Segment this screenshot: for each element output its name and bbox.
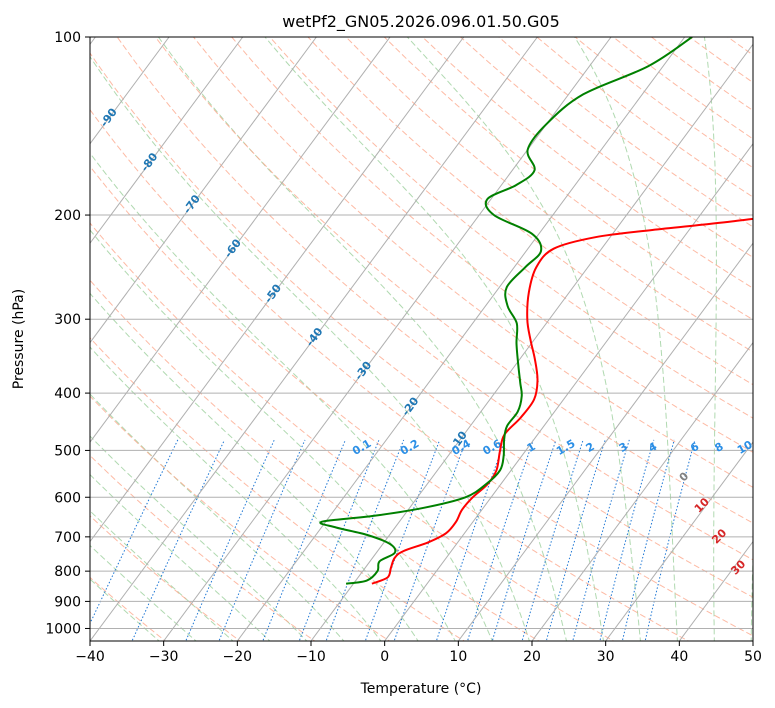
- isotherm: [90, 37, 538, 641]
- x-tick-label: 0: [380, 649, 389, 665]
- moist-adiabat: [90, 544, 197, 641]
- mixing-ratio-line: [521, 439, 584, 641]
- y-tick-label: 700: [54, 530, 81, 546]
- mixing-ratio-line: [435, 439, 506, 641]
- mixing-ratio-line: [599, 439, 655, 641]
- y-tick-label: 300: [54, 312, 81, 328]
- moist-adiabat: [157, 37, 568, 641]
- x-axis: −40 −30 −20 −10 0 10 20 30 40 50: [75, 641, 762, 665]
- isotherm: [605, 441, 753, 641]
- y-tick-label: 600: [54, 490, 81, 506]
- dry-adiabat: [307, 37, 753, 386]
- y-tick-label: 100: [54, 30, 81, 46]
- dry-adiabat: [116, 37, 753, 561]
- dry-adiabat: [345, 37, 753, 353]
- moist-adiabat: [90, 292, 419, 641]
- isotherm: [90, 37, 244, 245]
- plot-frame: [89, 36, 754, 642]
- dry-adiabat: [193, 37, 753, 488]
- moist-adiabat: [264, 37, 605, 641]
- moist-adiabat: [90, 393, 345, 641]
- dry-adiabat: [269, 37, 753, 419]
- moist-adiabats: [90, 37, 753, 641]
- dry-adiabat: [90, 279, 540, 641]
- x-tick-label: −30: [149, 649, 179, 665]
- moist-adiabat: [574, 37, 678, 641]
- moist-adiabat: [406, 37, 642, 641]
- mixing-ratio-line: [545, 439, 606, 641]
- mixing-ratio-line: [621, 439, 675, 641]
- dry-adiabat: [155, 37, 753, 524]
- profile-series: [319, 37, 753, 585]
- mixing-ratio-line: [644, 439, 696, 641]
- isotherm-label: -100: [55, 57, 82, 87]
- mixing-ratio-line: [491, 439, 557, 641]
- isotherm: [457, 242, 753, 641]
- x-tick-label: 30: [597, 649, 615, 665]
- x-tick-label: 50: [744, 649, 762, 665]
- mixing-ratio-line: [262, 439, 346, 641]
- y-tick-label: 1000: [45, 621, 81, 637]
- isotherm: [384, 142, 753, 641]
- mixing-ratio-line: [325, 439, 405, 641]
- dry-adiabat: [90, 454, 316, 641]
- x-tick-label: 40: [670, 649, 688, 665]
- y-axis-title: Pressure (hPa): [11, 289, 27, 389]
- isotherm: [90, 37, 465, 543]
- isotherms: [90, 37, 753, 641]
- y-tick-label: 500: [54, 443, 81, 459]
- moist-adiabat: [90, 578, 160, 641]
- isotherm: [310, 43, 753, 641]
- mixing-ratio-line: [393, 439, 467, 641]
- isotherm: [90, 37, 170, 145]
- x-tick-label: 20: [523, 649, 541, 665]
- mixing-ratio-line: [131, 439, 225, 641]
- isotherm: [236, 37, 686, 641]
- dry-adiabat: [90, 108, 753, 637]
- mixing-ratio-line: [298, 439, 380, 641]
- moist-adiabat: [90, 435, 308, 641]
- isotherm: [90, 37, 317, 344]
- y-tick-label: 800: [54, 564, 81, 580]
- isotherm: [752, 640, 753, 641]
- moist-adiabat: [703, 37, 717, 641]
- isotherm: [531, 341, 753, 641]
- moist-adiabat: [90, 474, 271, 641]
- y-tick-label: 400: [54, 386, 81, 402]
- isotherm: [163, 37, 612, 641]
- x-tick-label: 10: [449, 649, 467, 665]
- chart-title: wetPf2_GN05.2026.096.01.50.G05: [282, 12, 560, 32]
- x-axis-title: Temperature (°C): [360, 681, 482, 697]
- dry-adiabat: [90, 52, 753, 598]
- mixing-ratio-line: [572, 439, 630, 641]
- y-tick-label: 900: [54, 594, 81, 610]
- y-tick-label: 200: [54, 208, 81, 224]
- temperature-profile: [371, 217, 753, 585]
- theta-e-label: 40: [748, 585, 768, 605]
- moist-adiabat: [750, 544, 753, 641]
- dry-adiabat: [383, 37, 753, 321]
- y-axis: 1000 900 800 700 600 500 400 300 200 100: [45, 30, 90, 637]
- mixing-ratio-label: 10: [735, 438, 755, 457]
- x-tick-label: −20: [223, 649, 253, 665]
- x-tick-label: −10: [296, 649, 326, 665]
- x-tick-label: −40: [75, 649, 105, 665]
- moist-adiabat: [90, 346, 382, 641]
- isotherm: [90, 37, 391, 443]
- mixing-ratio-label: 13: [763, 438, 775, 457]
- dewpoint-profile: [319, 37, 693, 585]
